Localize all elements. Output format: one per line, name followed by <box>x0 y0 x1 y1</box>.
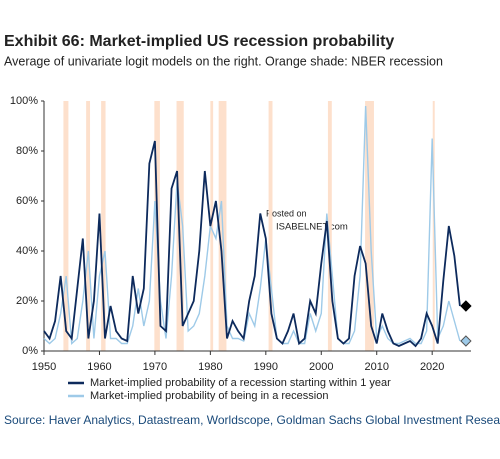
recession-shade <box>101 101 106 351</box>
series-line <box>43 105 461 345</box>
y-tick-label: 20% <box>16 295 38 307</box>
end-marker <box>460 300 472 312</box>
x-tick-label: 1960 <box>87 361 111 373</box>
y-tick-label: 0% <box>22 345 38 357</box>
x-tick-label: 1970 <box>143 361 167 373</box>
series-line <box>43 140 461 348</box>
recession-shade <box>63 101 69 351</box>
legend-label: Market-implied probability of being in a… <box>90 390 328 402</box>
x-tick-label: 2020 <box>420 361 444 373</box>
y-tick-label: 60% <box>16 195 38 207</box>
watermark: Posted on <box>266 208 307 218</box>
recession-shade <box>176 101 184 351</box>
recession-shade <box>86 101 91 351</box>
legend-label: Market-implied probability of a recessio… <box>90 377 391 389</box>
x-tick-label: 2000 <box>309 361 333 373</box>
recession-shade <box>327 101 332 351</box>
chart-title: Exhibit 66: Market-implied US recession … <box>4 33 394 50</box>
x-tick-label: 1950 <box>32 361 56 373</box>
chart-subtitle: Average of univariate logit models on th… <box>4 54 443 68</box>
watermark: ISABELNET.com <box>276 222 348 233</box>
end-marker <box>460 335 472 347</box>
recession-shade <box>268 101 273 351</box>
x-tick-label: 2010 <box>364 361 388 373</box>
recession-shade <box>210 101 214 351</box>
x-tick-label: 1990 <box>254 361 278 373</box>
y-tick-label: 40% <box>16 245 38 257</box>
y-tick-label: 100% <box>10 95 38 107</box>
y-tick-label: 80% <box>16 145 38 157</box>
recession-shade <box>432 101 435 351</box>
recession-shade <box>365 101 374 351</box>
x-tick-label: 1980 <box>198 361 222 373</box>
source: Source: Haver Analytics, Datastream, Wor… <box>4 413 500 427</box>
